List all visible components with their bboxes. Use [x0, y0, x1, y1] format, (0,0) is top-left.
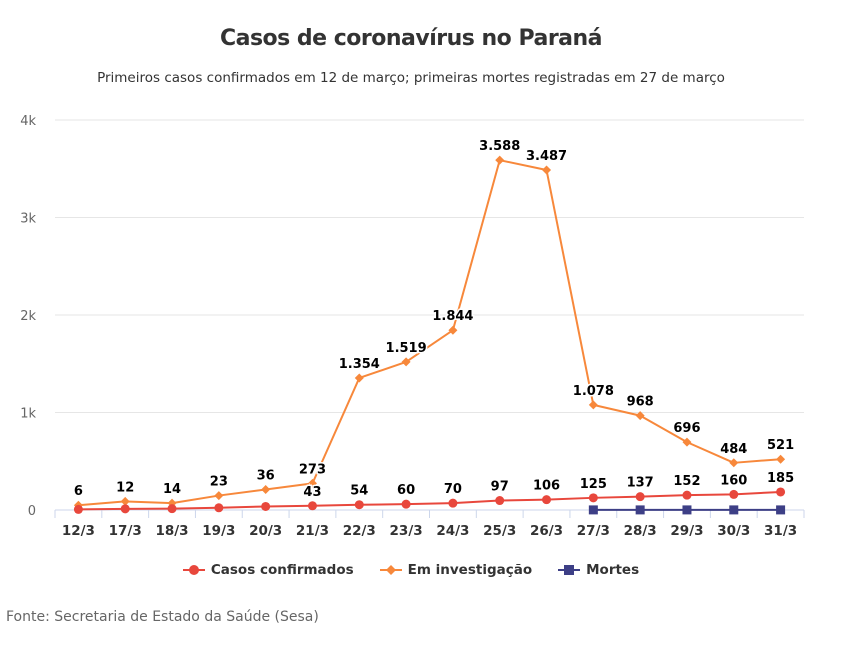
y-tick-label: 4k	[20, 114, 36, 129]
data-label: 23	[210, 475, 228, 490]
data-point-casos	[167, 504, 177, 514]
data-point-casos	[682, 490, 692, 500]
data-point-casos	[214, 503, 224, 513]
chart-legend: Casos confirmados Em investigação Mortes	[0, 562, 822, 578]
data-label: 3.487	[526, 149, 567, 164]
x-tick-label: 18/3	[155, 523, 188, 539]
data-point-casos	[448, 498, 458, 508]
data-point-investigacao	[354, 373, 364, 383]
legend-item-em-investigacao[interactable]: Em investigação	[379, 562, 533, 578]
data-label: 152	[673, 474, 700, 489]
x-tick-label: 20/3	[249, 523, 282, 539]
data-point-investigacao	[448, 325, 458, 335]
legend-label: Em investigação	[407, 562, 533, 578]
data-label: 12	[116, 480, 134, 495]
data-point-investigacao	[635, 411, 645, 421]
data-label: 97	[491, 480, 509, 495]
data-label: 968	[627, 395, 654, 410]
y-tick-label: 2k	[20, 309, 36, 324]
data-label: 521	[767, 438, 794, 453]
data-point-investigacao	[682, 437, 692, 447]
x-tick-label: 21/3	[296, 523, 329, 539]
x-tick-label: 25/3	[483, 523, 516, 539]
data-point-mortes	[635, 505, 645, 515]
data-label: 1.078	[573, 384, 614, 399]
data-point-casos	[401, 499, 411, 509]
data-point-investigacao	[120, 496, 130, 506]
x-tick-label: 31/3	[764, 523, 797, 539]
y-tick-label: 0	[28, 504, 36, 519]
data-point-investigacao	[776, 454, 786, 464]
data-point-casos	[776, 487, 786, 497]
x-tick-label: 23/3	[390, 523, 423, 539]
data-label: 60	[397, 483, 415, 498]
data-point-casos	[588, 493, 598, 503]
x-tick-label: 28/3	[624, 523, 657, 539]
x-tick-label: 12/3	[62, 523, 95, 539]
diamond-marker-icon	[379, 565, 402, 575]
data-point-investigacao	[542, 165, 552, 175]
data-point-investigacao	[307, 478, 317, 488]
data-point-casos	[307, 501, 317, 511]
data-point-investigacao	[495, 155, 505, 165]
series-line-0	[78, 490, 781, 511]
data-label: 1.844	[432, 309, 473, 324]
data-point-casos	[729, 489, 739, 499]
data-point-mortes	[682, 505, 692, 515]
data-point-investigacao	[729, 458, 739, 468]
data-label: 6	[74, 484, 83, 499]
data-label: 70	[444, 482, 462, 497]
data-point-casos	[542, 495, 552, 505]
data-label: 43	[303, 485, 321, 500]
legend-label: Mortes	[586, 562, 640, 578]
data-label: 3.588	[479, 139, 520, 154]
x-tick-label: 30/3	[717, 523, 750, 539]
data-label: 14	[163, 482, 181, 497]
x-tick-label: 27/3	[577, 523, 610, 539]
x-tick-label: 26/3	[530, 523, 563, 539]
data-label: 54	[350, 484, 368, 499]
data-label: 273	[299, 462, 326, 477]
data-label: 160	[720, 473, 747, 488]
data-label: 696	[673, 421, 700, 436]
data-point-casos	[354, 500, 364, 510]
data-point-investigacao	[588, 400, 598, 410]
chart-subtitle: Primeiros casos confirmados em 12 de mar…	[97, 70, 725, 86]
data-point-casos	[73, 504, 83, 514]
data-point-investigacao	[214, 491, 224, 501]
data-label: 1.354	[339, 357, 380, 372]
square-marker-icon	[558, 565, 581, 575]
source-note: Fonte: Secretaria de Estado da Saúde (Se…	[6, 609, 319, 625]
data-point-mortes	[776, 505, 786, 515]
data-point-casos	[635, 492, 645, 502]
legend-item-casos-confirmados[interactable]: Casos confirmados	[182, 562, 354, 578]
data-point-investigacao	[401, 357, 411, 367]
data-point-investigacao	[261, 485, 271, 495]
data-label: 106	[533, 479, 560, 494]
data-label: 484	[720, 442, 747, 457]
data-label: 125	[580, 477, 607, 492]
data-label: 36	[257, 469, 275, 484]
data-point-casos	[261, 501, 271, 511]
chart-title: Casos de coronavírus no Paraná	[219, 26, 603, 51]
data-label: 1.519	[386, 341, 427, 356]
y-tick-label: 3k	[20, 212, 36, 227]
x-tick-label: 17/3	[109, 523, 142, 539]
data-label: 185	[767, 471, 794, 486]
x-tick-label: 24/3	[436, 523, 469, 539]
x-tick-label: 29/3	[670, 523, 703, 539]
legend-item-mortes[interactable]: Mortes	[558, 562, 639, 578]
series-line-1	[78, 159, 781, 507]
y-tick-label: 1k	[20, 407, 36, 422]
circle-marker-icon	[182, 565, 205, 575]
data-point-casos	[495, 496, 505, 506]
data-label: 137	[627, 476, 654, 491]
x-tick-label: 22/3	[343, 523, 376, 539]
data-point-casos	[120, 504, 130, 514]
data-point-mortes	[729, 505, 739, 515]
legend-label: Casos confirmados	[210, 562, 354, 578]
data-point-mortes	[588, 505, 598, 515]
x-tick-label: 19/3	[202, 523, 235, 539]
